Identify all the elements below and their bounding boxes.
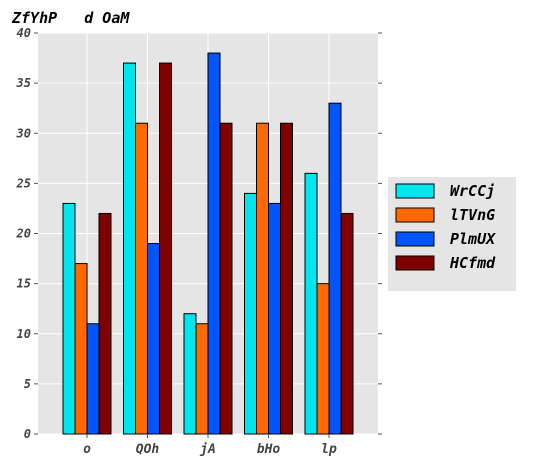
legend-swatch — [395, 207, 435, 223]
y-tick-label: 30 — [16, 126, 31, 140]
bar-WrCCj-QOh — [123, 62, 136, 435]
bar-lTVnG-lp — [316, 283, 330, 435]
bars — [62, 52, 354, 435]
y-tick-label: 15 — [17, 277, 31, 291]
legend: WrCCj lTVnG PlmUX HCfmd — [388, 177, 516, 291]
bar-WrCCj-o — [62, 202, 76, 435]
y-tick-label: 40 — [17, 26, 31, 40]
legend-swatch — [395, 183, 435, 199]
y-tick-label: 25 — [16, 176, 31, 190]
legend-swatch — [395, 231, 435, 247]
bar-PlmUX-bHo — [268, 202, 281, 435]
bar-HCfmd-bHo — [280, 122, 293, 435]
legend-label: PlmUX — [450, 230, 496, 248]
bar-WrCCj-jA — [183, 313, 197, 435]
x-tick-label: QOh — [136, 442, 160, 457]
bar-lTVnG-jA — [195, 323, 209, 435]
bar-lTVnG-bHo — [256, 122, 269, 435]
bar-HCfmd-lp — [340, 212, 354, 435]
bar-HCfmd-o — [98, 212, 112, 435]
y-tick-label: 35 — [16, 76, 31, 90]
y-axis-ticks: 0 5 10 15 20 25 30 35 40 — [16, 26, 382, 441]
legend-label: HCfmd — [449, 254, 496, 272]
bar-PlmUX-lp — [328, 102, 342, 435]
y-tick-label: 0 — [24, 427, 31, 441]
legend-label: lTVnG — [450, 206, 495, 224]
x-tick-label: o — [83, 442, 91, 457]
bar-PlmUX-o — [86, 323, 100, 435]
bar-lTVnG-o — [74, 263, 88, 435]
y-tick-label: 10 — [17, 327, 31, 341]
y-tick-label: 5 — [24, 377, 31, 391]
bar-PlmUX-jA — [207, 52, 221, 435]
bar-HCfmd-jA — [219, 122, 233, 435]
bar-PlmUX-QOh — [147, 243, 160, 435]
bar-WrCCj-lp — [304, 172, 318, 435]
bar-WrCCj-bHo — [244, 192, 257, 435]
x-tick-label: jA — [199, 442, 216, 457]
y-tick-label: 20 — [16, 227, 31, 241]
legend-swatch — [395, 255, 435, 271]
x-tick-label: lp — [321, 442, 337, 457]
x-axis-ticks: o QOh jA bHo lp — [83, 434, 337, 457]
bar-HCfmd-QOh — [159, 62, 172, 435]
x-tick-label: bHo — [257, 442, 281, 457]
legend-label: WrCCj — [450, 182, 495, 200]
chart-title: ZfYhP d OaM — [11, 9, 130, 27]
bar-lTVnG-QOh — [135, 122, 148, 435]
